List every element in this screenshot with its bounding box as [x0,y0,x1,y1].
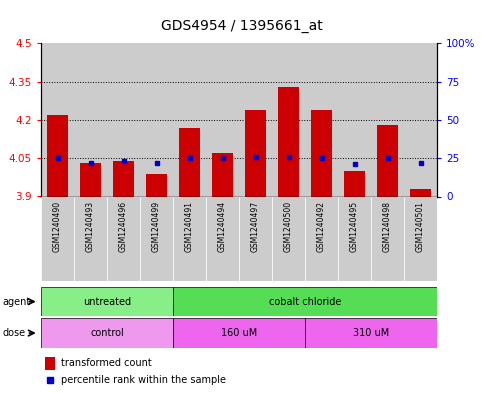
Text: GSM1240499: GSM1240499 [152,201,161,252]
Bar [45,357,55,369]
Bar [338,43,371,196]
Bar [206,43,239,196]
Bar [371,196,404,281]
Bar [146,173,167,196]
Bar [404,196,437,281]
Bar [41,318,173,348]
Bar [245,110,266,196]
Text: percentile rank within the sample: percentile rank within the sample [61,375,226,385]
Text: GSM1240501: GSM1240501 [416,201,425,252]
Text: GSM1240494: GSM1240494 [218,201,227,252]
Bar [107,196,140,281]
Bar [344,171,365,196]
Bar [239,43,272,196]
Bar [107,43,140,196]
Bar [212,153,233,196]
Bar [305,196,338,281]
Text: cobalt chloride: cobalt chloride [269,297,341,307]
Bar [74,43,107,196]
Bar [173,43,206,196]
Text: dose: dose [2,328,26,338]
Text: GDS4954 / 1395661_at: GDS4954 / 1395661_at [161,19,322,33]
Bar [305,318,437,348]
Text: GSM1240500: GSM1240500 [284,201,293,252]
Bar [173,318,305,348]
Text: transformed count: transformed count [61,358,152,368]
Bar [179,127,200,196]
Bar [311,110,332,196]
Text: GSM1240497: GSM1240497 [251,201,260,252]
Bar [173,287,437,316]
Text: GSM1240498: GSM1240498 [383,201,392,252]
Text: GSM1240490: GSM1240490 [53,201,62,252]
Bar [338,196,371,281]
Text: 310 uM: 310 uM [353,328,389,338]
Text: untreated: untreated [83,297,131,307]
Bar [305,43,338,196]
Text: GSM1240495: GSM1240495 [350,201,359,252]
Bar [272,43,305,196]
Text: GSM1240493: GSM1240493 [86,201,95,252]
Bar [47,115,68,196]
Text: control: control [90,328,124,338]
Bar [206,196,239,281]
Text: GSM1240492: GSM1240492 [317,201,326,252]
Bar [140,43,173,196]
Text: GSM1240491: GSM1240491 [185,201,194,252]
Bar [377,125,398,196]
Bar [278,86,299,196]
Bar [80,163,101,196]
Bar [113,161,134,196]
Bar [41,196,74,281]
Bar [272,196,305,281]
Bar [371,43,404,196]
Bar [410,189,431,196]
Bar [41,287,173,316]
Bar [173,196,206,281]
Bar [74,196,107,281]
Text: 160 uM: 160 uM [221,328,257,338]
Text: GSM1240496: GSM1240496 [119,201,128,252]
Bar [140,196,173,281]
Text: agent: agent [2,297,30,307]
Bar [41,43,74,196]
Bar [404,43,437,196]
Bar [239,196,272,281]
